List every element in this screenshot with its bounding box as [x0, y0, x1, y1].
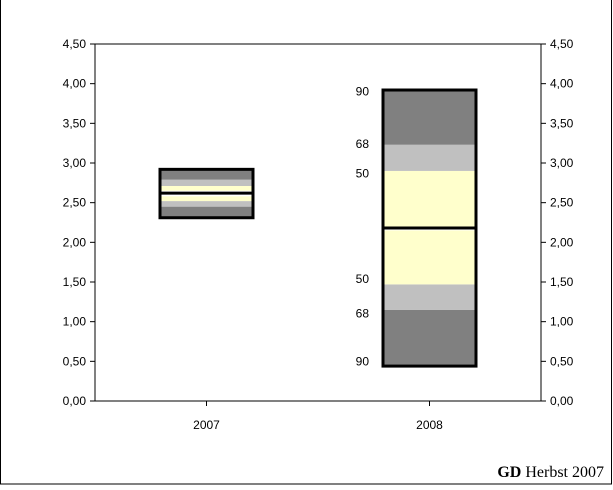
credit-text: GD Herbst 2007 — [497, 464, 604, 481]
band-90-2007 — [160, 206, 253, 218]
band-90-2008 — [383, 309, 476, 367]
y-left-tick-label: 0,00 — [63, 394, 87, 408]
band-labels-group: 90 68 50 50 68 90 — [356, 85, 370, 369]
bar-outline-2007 — [158, 167, 255, 220]
y-right-tick-label: 4,00 — [550, 77, 574, 91]
y-left-tick-label: 1,00 — [63, 315, 87, 329]
y-left-tick-label: 2,00 — [63, 235, 87, 249]
y-left-tick-label: 3,50 — [63, 116, 87, 130]
band-50-2007 — [160, 186, 253, 191]
bar-outline-2008 — [381, 88, 478, 368]
y-left-tick-label: 4,00 — [63, 77, 87, 91]
y-left-tick-label: 1,50 — [63, 275, 87, 289]
band-50-2008 — [383, 170, 476, 227]
band-68-2007 — [160, 179, 253, 187]
band-label: 50 — [356, 272, 370, 286]
y-right-tick-label: 3,00 — [550, 156, 574, 170]
band-90-2007 — [160, 169, 253, 180]
credit-rest: Herbst 2007 — [521, 464, 604, 481]
x-tick-label: 2008 — [416, 418, 443, 432]
y-right-tick-label: 4,50 — [550, 37, 574, 51]
band-68-2008 — [383, 284, 476, 310]
y-right-tick-label: 1,00 — [550, 315, 574, 329]
y-left-tick-label: 3,00 — [63, 156, 87, 170]
axes-group: 0,00 0,50 1,00 1,50 2,00 2,50 3,00 3,50 4,00 4,50… — [63, 37, 574, 432]
band-50-2008 — [383, 230, 476, 285]
y-right-tick-label: 0,50 — [550, 354, 574, 368]
bars-group — [158, 88, 478, 368]
band-68-2007 — [160, 201, 253, 207]
credit-bold: GD — [497, 464, 521, 481]
x-tick-label: 2007 — [193, 418, 220, 432]
y-right-tick-label: 2,50 — [550, 196, 574, 210]
band-label: 50 — [356, 166, 370, 180]
band-50-2007 — [160, 196, 253, 202]
y-right-tick-label: 3,50 — [550, 116, 574, 130]
band-label: 68 — [356, 307, 370, 321]
y-left-tick-label: 2,50 — [63, 196, 87, 210]
band-label: 68 — [356, 137, 370, 151]
y-right-tick-label: 2,00 — [550, 235, 574, 249]
y-right-tick-label: 1,50 — [550, 275, 574, 289]
band-68-2008 — [383, 144, 476, 171]
y-right-tick-label: 0,00 — [550, 394, 574, 408]
y-left-tick-label: 0,50 — [63, 354, 87, 368]
y-left-tick-label: 4,50 — [63, 37, 87, 51]
band-90-2008 — [383, 90, 476, 145]
band-label: 90 — [356, 85, 370, 99]
band-label: 90 — [356, 354, 370, 368]
